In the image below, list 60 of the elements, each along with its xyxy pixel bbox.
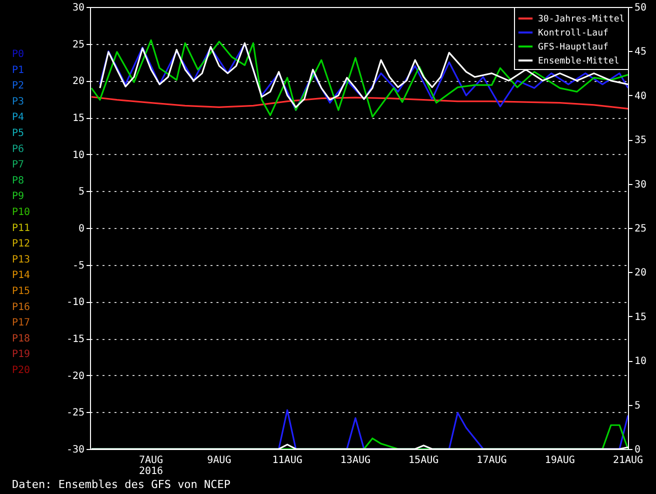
legend-label: P20 xyxy=(12,365,30,376)
legend-label: P3 xyxy=(12,96,24,108)
y-tick-label: 15 xyxy=(72,113,84,124)
legend-label: P14 xyxy=(12,270,30,282)
y2-tick-label: 45 xyxy=(634,46,647,58)
legend-label: P0 xyxy=(12,49,24,60)
legend-label: Kontroll-Lauf xyxy=(538,28,608,38)
legend-label: P8 xyxy=(12,175,24,186)
y-tick-label: -20 xyxy=(66,370,84,382)
legend-label: P5 xyxy=(12,128,24,139)
legend-label: P7 xyxy=(12,160,24,171)
y-tick-label: 30 xyxy=(72,2,84,14)
y2-tick-label: 25 xyxy=(634,224,647,234)
x-tick-label: 15AUG xyxy=(408,455,439,466)
legend-label: P16 xyxy=(12,302,30,313)
legend-label: P9 xyxy=(12,191,24,202)
legend-label: P12 xyxy=(12,238,30,250)
x-tick-label: 11AUG xyxy=(272,455,302,466)
legend-label: P6 xyxy=(12,144,24,155)
y-tick-label: -25 xyxy=(66,408,84,419)
legend-label: P18 xyxy=(12,333,30,344)
x-tick-label: 7AUG 2016 xyxy=(138,455,164,477)
legend-label: P4 xyxy=(12,112,24,124)
y2-tick-label: 0 xyxy=(634,444,641,456)
legend-label: P1 xyxy=(12,64,24,76)
x-tick-label: 19AUG xyxy=(544,455,575,466)
x-tick-label: 21AUG xyxy=(612,455,644,466)
y-tick-label: 25 xyxy=(72,39,84,50)
legend-label: P13 xyxy=(12,254,30,266)
legend-label: P10 xyxy=(12,207,30,218)
y2-tick-label: 35 xyxy=(634,135,647,146)
x-tick-label: 9AUG xyxy=(207,455,232,466)
y-tick-label: 0 xyxy=(78,224,84,234)
y2-tick-label: 20 xyxy=(634,268,647,279)
legend-label: Ensemble-Mittel xyxy=(538,56,620,66)
y2-tick-label: 15 xyxy=(634,312,647,323)
line-series xyxy=(90,96,628,110)
x-tick-label: 13AUG xyxy=(340,455,371,466)
legend-label: P15 xyxy=(12,286,30,297)
legend-label: P19 xyxy=(12,349,30,360)
text: Daten: Ensembles des GFS von NCEP xyxy=(12,478,231,491)
y-tick-label: 10 xyxy=(72,150,84,161)
y-tick-label: 5 xyxy=(78,186,84,198)
legend-label: P11 xyxy=(12,222,30,234)
y-tick-label: -15 xyxy=(66,334,84,345)
y2-tick-label: 50 xyxy=(634,2,647,14)
y2-tick-label: 30 xyxy=(634,179,647,190)
y2-tick-label: 5 xyxy=(634,400,641,412)
legend-label: P17 xyxy=(12,318,30,329)
legend-label: 30-Jahres-Mittel xyxy=(538,14,625,24)
x-tick-label: 17AUG xyxy=(476,455,507,466)
y2-tick-label: 10 xyxy=(634,356,647,368)
y-tick-label: -30 xyxy=(66,444,84,456)
legend-label: P2 xyxy=(12,80,24,92)
y2-tick-label: 40 xyxy=(634,90,647,102)
y-tick-label: -5 xyxy=(72,260,84,272)
y-tick-label: 20 xyxy=(72,76,84,88)
y-tick-label: -10 xyxy=(66,297,84,308)
line-series xyxy=(90,39,628,118)
legend-label: GFS-Hauptlauf xyxy=(538,42,608,52)
